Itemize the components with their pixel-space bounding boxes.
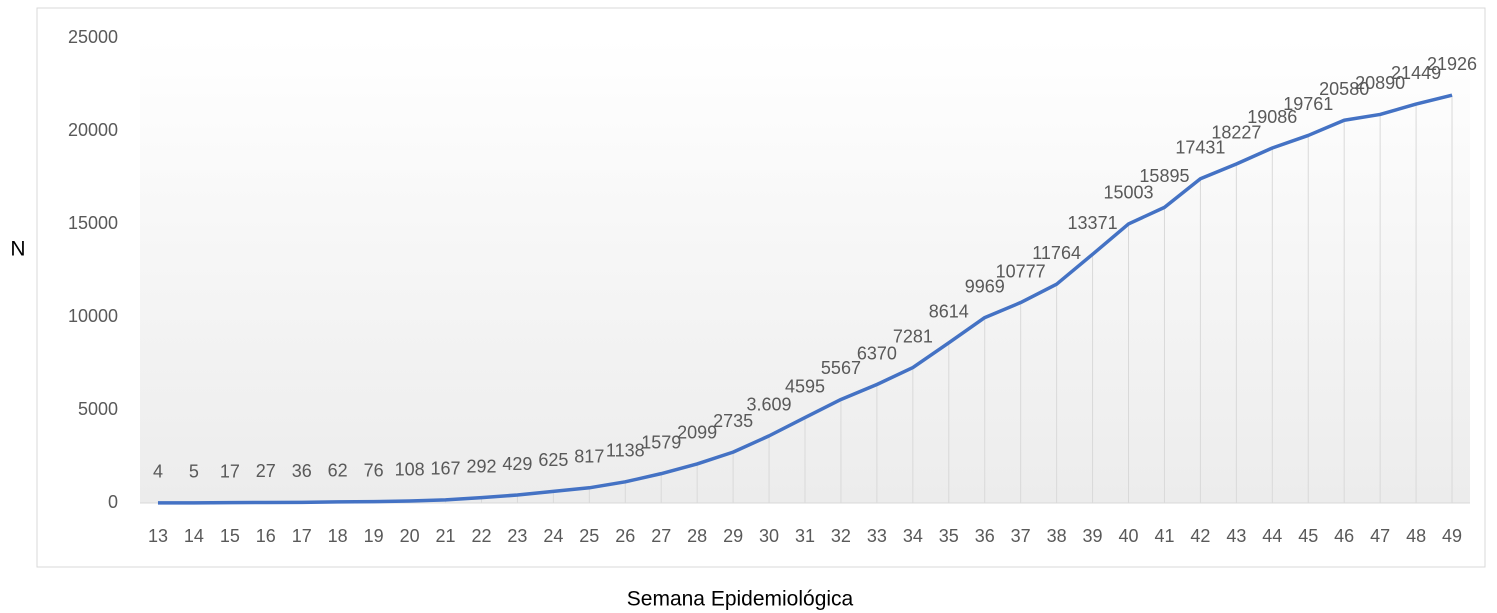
x-tick-label: 27: [651, 526, 671, 546]
data-label: 8614: [929, 302, 969, 322]
x-tick-label: 13: [148, 526, 168, 546]
x-tick-label: 33: [867, 526, 887, 546]
x-tick-label: 28: [687, 526, 707, 546]
data-label: 9969: [965, 276, 1005, 296]
x-tick-label: 47: [1370, 526, 1390, 546]
data-label: 62: [328, 461, 348, 481]
y-tick-label: 10000: [68, 306, 118, 326]
y-tick-label: 5000: [78, 399, 118, 419]
x-tick-label: 44: [1262, 526, 1282, 546]
x-tick-label: 15: [220, 526, 240, 546]
data-label: 21449: [1391, 63, 1441, 83]
x-tick-label: 25: [579, 526, 599, 546]
data-label: 76: [364, 460, 384, 480]
x-tick-label: 29: [723, 526, 743, 546]
data-label: 18227: [1211, 123, 1261, 143]
y-tick-label: 0: [108, 492, 118, 512]
data-label: 11764: [1032, 243, 1081, 263]
data-label: 2099: [677, 423, 717, 443]
x-tick-label: 38: [1047, 526, 1067, 546]
data-label: 13371: [1068, 213, 1118, 233]
x-tick-label: 34: [903, 526, 923, 546]
x-tick-label: 18: [328, 526, 348, 546]
x-tick-label: 46: [1334, 526, 1354, 546]
x-tick-label: 48: [1406, 526, 1426, 546]
x-tick-label: 14: [184, 526, 204, 546]
x-tick-label: 37: [1011, 526, 1031, 546]
x-tick-label: 32: [831, 526, 851, 546]
data-label: 19086: [1247, 107, 1297, 127]
y-tick-label: 15000: [68, 213, 118, 233]
x-tick-label: 49: [1442, 526, 1462, 546]
data-label: 2735: [713, 411, 753, 431]
data-label: 36: [292, 461, 312, 481]
x-tick-label: 42: [1190, 526, 1210, 546]
data-label: 21926: [1427, 54, 1477, 74]
x-axis-label: Semana Epidemiológica: [627, 588, 854, 611]
x-tick-label: 31: [795, 526, 815, 546]
data-label: 20580: [1319, 79, 1369, 99]
x-tick-label: 16: [256, 526, 276, 546]
x-tick-label: 24: [543, 526, 563, 546]
x-tick-label: 21: [436, 526, 456, 546]
data-label: 17431: [1175, 138, 1225, 158]
x-tick-label: 26: [615, 526, 635, 546]
x-tick-label: 43: [1226, 526, 1246, 546]
data-label: 10777: [996, 261, 1046, 281]
x-tick-label: 45: [1298, 526, 1318, 546]
x-tick-label: 20: [400, 526, 420, 546]
x-tick-label: 41: [1154, 526, 1174, 546]
data-label: 5: [189, 462, 199, 482]
data-label: 108: [395, 460, 425, 480]
x-tick-label: 19: [364, 526, 384, 546]
x-tick-label: 17: [292, 526, 312, 546]
data-label: 20890: [1355, 73, 1405, 93]
data-label: 4: [153, 462, 163, 482]
data-label: 7281: [893, 326, 933, 346]
data-label: 19761: [1283, 94, 1333, 114]
data-label: 429: [502, 454, 532, 474]
data-label: 15003: [1103, 183, 1153, 203]
x-tick-label: 36: [975, 526, 995, 546]
data-label: 817: [574, 447, 604, 467]
x-tick-label: 23: [507, 526, 527, 546]
data-label: 3.609: [747, 395, 792, 415]
data-label: 17: [220, 461, 240, 481]
y-tick-label: 20000: [68, 120, 118, 140]
x-tick-label: 22: [471, 526, 491, 546]
data-label: 625: [538, 450, 568, 470]
data-line: [157, 93, 1453, 505]
x-tick-label: 40: [1118, 526, 1138, 546]
data-label: 6370: [857, 343, 897, 363]
data-label: 15895: [1139, 166, 1189, 186]
data-label: 292: [466, 456, 496, 476]
data-label: 1579: [641, 432, 681, 452]
x-tick-label: 39: [1083, 526, 1103, 546]
x-tick-label: 35: [939, 526, 959, 546]
data-label: 27: [256, 461, 276, 481]
data-label: 167: [431, 459, 461, 479]
y-tick-label: 25000: [68, 27, 118, 47]
data-label: 4595: [785, 376, 825, 396]
x-tick-label: 30: [759, 526, 779, 546]
y-axis-label: N: [10, 238, 25, 261]
data-label: 1138: [606, 441, 645, 461]
data-label: 5567: [821, 358, 861, 378]
